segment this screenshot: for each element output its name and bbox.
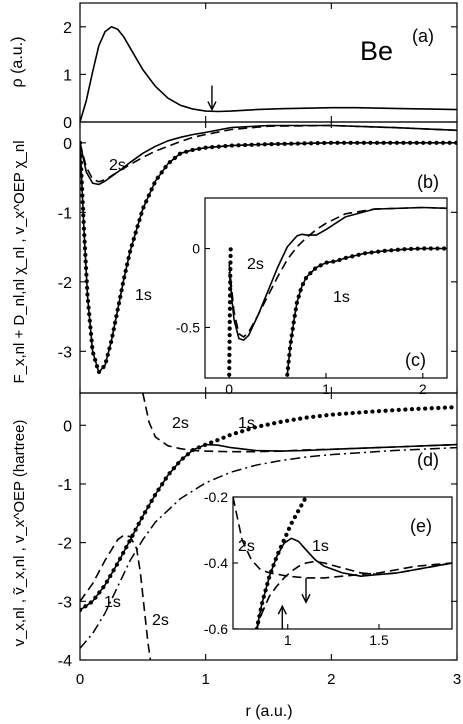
y-tick-label: 1	[63, 67, 72, 84]
inset-x-tick-label: 0	[225, 381, 233, 397]
panel-b-plot	[80, 124, 457, 375]
panel-a-frame	[79, 2, 458, 123]
y-tick-label: -4	[58, 653, 72, 670]
panel-e-series-dotted-1	[254, 497, 309, 629]
y-tick-label: -2	[58, 536, 72, 553]
y-axis-label-a: ρ (a.u.)	[9, 37, 26, 88]
panel-e-series-dashed-3	[255, 560, 452, 629]
arrow-down-annotation	[207, 85, 217, 112]
y-tick-label: -2	[58, 275, 72, 292]
y-axis-label-b: F_x,nl + D_nl,nl χ_nl , v_x^OEP χ_nl	[11, 140, 28, 383]
panel-e-frame	[232, 496, 453, 630]
panel-label-e: (e)	[410, 516, 432, 536]
panel-e-plot	[233, 497, 452, 629]
arrow-down-annotation	[301, 578, 311, 604]
panel-label-d: (d)	[417, 450, 439, 470]
panel-b-series-dashed-1	[80, 124, 457, 183]
panel-label-c: (c)	[405, 350, 426, 370]
y-tick-label: -3	[58, 594, 72, 611]
curve-label-d-2s: 2s	[172, 415, 189, 432]
inset-y-tick-label: -0.5	[176, 319, 200, 335]
curve-label-c-1s: 1s	[333, 289, 350, 306]
x-tick-label: 1	[201, 671, 209, 688]
x-tick-label: 0	[76, 671, 84, 688]
y-tick-label: 0	[63, 136, 72, 153]
curve-label-b-2s: 2s	[109, 157, 126, 174]
inset-x-tick-label: 1	[322, 381, 330, 397]
curve-label-e-2s: 2s	[238, 538, 255, 555]
panel-d-series-dotted-1	[80, 405, 457, 613]
y-tick-label: 0	[63, 418, 72, 435]
panel-a-series-solid-0	[80, 25, 457, 122]
inset-y-tick-label: 0	[192, 241, 200, 257]
curve-label-d-2s-lower: 2s	[152, 612, 169, 629]
panel-c-series-dotted-3	[285, 246, 447, 377]
arrow-up-annotation	[277, 604, 287, 629]
curve-label-c-2s: 2s	[247, 256, 264, 273]
panel-d-series-dashed-2	[142, 393, 457, 453]
x-tick-label: 3	[453, 671, 461, 688]
curve-label-d-1s-lower: 1s	[104, 594, 121, 611]
panel-e-series-dashed-2	[233, 497, 452, 579]
panel-c-series-dashed-1	[228, 206, 447, 338]
y-tick-label: -1	[58, 477, 72, 494]
y-tick-label: 0	[63, 115, 72, 132]
curve-label-d-1s: 1s	[238, 415, 255, 432]
panel-label-a: (a)	[412, 26, 434, 46]
panel-c-series-dotted-4	[227, 246, 233, 377]
panel-c-series-solid-0	[228, 206, 447, 341]
panel-d-series-dashed-3	[80, 534, 152, 660]
panel-d-frame	[79, 392, 458, 661]
inset-y-tick-label: -0.6	[204, 621, 228, 637]
inset-x-tick-label: 1.5	[369, 632, 389, 648]
panel-b-series-solid-0	[80, 124, 457, 186]
inset-y-tick-label: -0.2	[204, 489, 228, 505]
panel-a-plot	[80, 25, 457, 122]
y-axis-label-d: v_x,nl , ṽ_x,nl , v_x^OEP (hartree)	[11, 420, 28, 647]
x-tick-label: 2	[327, 671, 335, 688]
panel-d-series-dashdot-4	[80, 446, 457, 649]
panel-d-plot	[80, 393, 457, 660]
inset-x-tick-label: 2	[419, 381, 427, 397]
y-tick-label: 2	[63, 20, 72, 37]
panel-label-b: (b)	[417, 172, 439, 192]
inset-x-tick-label: 1	[284, 632, 292, 648]
panel-c-plot	[227, 206, 447, 377]
curve-label-e-1s: 1s	[312, 538, 329, 555]
panel-b-series-dotted-3	[80, 140, 457, 375]
inset-y-tick-label: -0.4	[204, 555, 228, 571]
x-axis-label: r (a.u.)	[245, 703, 292, 720]
y-tick-label: -1	[58, 205, 72, 222]
element-label: Be	[360, 36, 393, 66]
curve-label-b-1s: 1s	[135, 287, 152, 304]
y-tick-label: -3	[58, 344, 72, 361]
panel-c-frame	[204, 197, 448, 379]
